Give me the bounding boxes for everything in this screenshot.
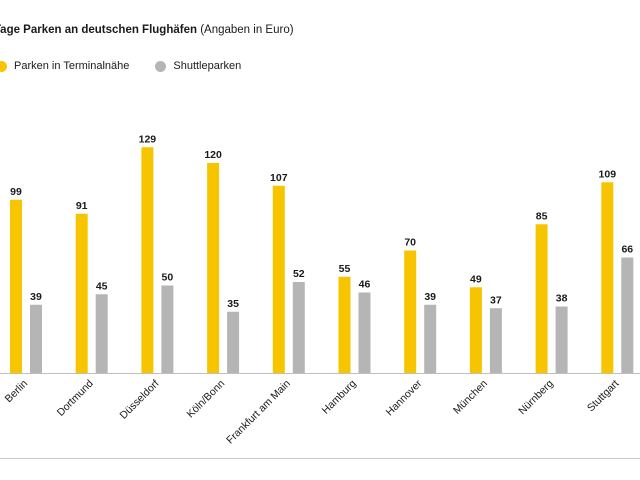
legend-label-terminal: Parken in Terminalnähe — [14, 60, 130, 72]
bottom-divider — [0, 458, 640, 459]
legend-swatch-shuttle — [155, 60, 167, 72]
data-label-terminal-1: 91 — [76, 200, 88, 212]
chart-title-main: Tage Parken an deutschen Flughäfen — [0, 24, 197, 36]
bar-shuttle-1 — [95, 294, 108, 373]
bar-terminal-7 — [469, 287, 482, 373]
bar-shuttle-0 — [30, 304, 42, 373]
bar-shuttle-4 — [292, 282, 305, 373]
tick-label-6: Hannover — [384, 377, 425, 418]
legend-swatch-terminal — [0, 60, 7, 72]
bar-shuttle-3 — [227, 311, 240, 373]
bar-terminal-4 — [272, 185, 285, 373]
tick-label-8: Nürnberg — [516, 378, 556, 418]
data-label-terminal-2: 129 — [139, 133, 157, 145]
bar-terminal-8 — [535, 224, 548, 373]
chart-title: Tage Parken an deutschen Flughäfen (Anga… — [0, 24, 294, 36]
bar-shuttle-8 — [555, 306, 568, 373]
bar-terminal-0 — [10, 199, 22, 373]
data-label-shuttle-8: 38 — [556, 293, 568, 305]
data-label-terminal-3: 120 — [204, 149, 222, 161]
legend-item-shuttle: Shuttleparken — [155, 60, 241, 72]
bar-shuttle-2 — [161, 285, 174, 373]
data-label-terminal-5: 55 — [339, 263, 351, 275]
bar-terminal-2 — [141, 147, 154, 373]
bar-shuttle-9 — [621, 257, 634, 373]
bar-shuttle-5 — [358, 292, 371, 373]
legend-item-terminal: Parken in Terminalnähe — [0, 60, 129, 72]
legend-label-shuttle: Shuttleparken — [173, 60, 242, 72]
bar-shuttle-7 — [489, 308, 502, 373]
data-label-shuttle-1: 45 — [96, 280, 108, 292]
tick-label-4: Frankfurt am Main — [224, 378, 293, 447]
chart-title-note: (Angaben in Euro) — [200, 24, 294, 36]
tick-label-1: Dortmund — [55, 378, 96, 419]
tick-label-9: Stuttgart — [585, 378, 622, 415]
data-label-shuttle-7: 37 — [490, 294, 502, 306]
data-label-terminal-4: 107 — [270, 172, 288, 184]
bar-terminal-1 — [75, 213, 88, 373]
data-label-shuttle-9: 66 — [621, 244, 633, 256]
bar-terminal-9 — [601, 182, 614, 373]
data-label-terminal-8: 85 — [536, 210, 548, 222]
bar-terminal-3 — [207, 163, 220, 373]
data-label-shuttle-4: 52 — [293, 268, 305, 280]
tick-label-7: München — [451, 378, 490, 417]
data-label-shuttle-2: 50 — [162, 272, 174, 284]
bar-terminal-5 — [338, 276, 351, 373]
bar-shuttle-6 — [424, 304, 437, 373]
tick-label-5: Hamburg — [320, 378, 359, 417]
tick-label-0: Berlin — [3, 378, 31, 406]
data-label-shuttle-0: 39 — [30, 291, 42, 303]
data-label-terminal-6: 70 — [404, 237, 416, 249]
bar-terminal-6 — [404, 250, 417, 373]
tick-label-2: Düsseldorf — [118, 378, 162, 422]
data-label-shuttle-3: 35 — [227, 298, 239, 310]
data-label-shuttle-6: 39 — [424, 291, 436, 303]
tick-label-3: Köln/Bonn — [184, 378, 227, 421]
data-label-terminal-7: 49 — [470, 273, 482, 285]
data-label-shuttle-5: 46 — [359, 279, 371, 291]
data-label-terminal-9: 109 — [599, 168, 617, 180]
data-label-terminal-0: 99 — [10, 186, 22, 198]
legend: Parken in Terminalnähe Shuttleparken — [0, 60, 267, 72]
